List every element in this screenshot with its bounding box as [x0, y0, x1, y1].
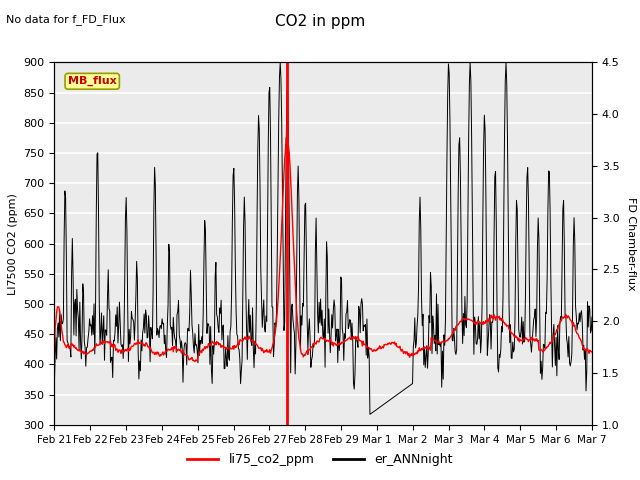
Text: MB_flux: MB_flux: [68, 76, 116, 86]
Text: No data for f_FD_Flux: No data for f_FD_Flux: [6, 14, 126, 25]
Legend: li75_co2_ppm, er_ANNnight: li75_co2_ppm, er_ANNnight: [182, 448, 458, 471]
Text: CO2 in ppm: CO2 in ppm: [275, 14, 365, 29]
Y-axis label: LI7500 CO2 (ppm): LI7500 CO2 (ppm): [8, 192, 18, 295]
Y-axis label: FD Chamber-flux: FD Chamber-flux: [626, 197, 636, 290]
